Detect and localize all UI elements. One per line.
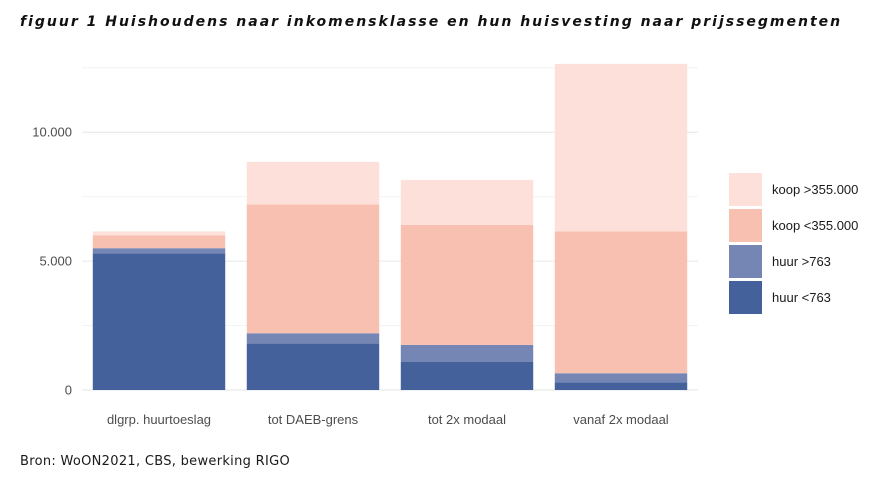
bar-segment	[554, 382, 688, 390]
bar-segment	[246, 161, 380, 205]
bar-stack	[400, 179, 534, 390]
bar-stack	[246, 161, 380, 390]
legend-label: koop >355.000	[772, 182, 858, 197]
x-category-label: dlgrp. huurtoeslag	[107, 412, 211, 427]
bar-segment	[400, 179, 534, 225]
source-note: Bron: WoON2021, CBS, bewerking RIGO	[20, 454, 290, 469]
bar-segment	[246, 204, 380, 334]
y-tick-label: 10.000	[32, 125, 72, 140]
legend: koop >355.000 koop <355.000 huur >763 huur …	[729, 173, 858, 314]
x-category-label: tot 2x modaal	[428, 412, 506, 427]
legend-item: huur >763	[729, 245, 831, 278]
x-category-label: vanaf 2x modaal	[573, 412, 669, 427]
bar-segment	[92, 248, 226, 254]
legend-item: koop >355.000	[729, 173, 858, 206]
y-tick-label: 5.000	[39, 254, 72, 269]
legend-swatch	[729, 245, 762, 278]
x-axis-category-labels: dlgrp. huurtoeslag tot DAEB-grens tot 2x m…	[107, 412, 669, 427]
legend-label: koop <355.000	[772, 218, 858, 233]
legend-swatch	[729, 209, 762, 242]
legend-swatch	[729, 173, 762, 206]
bar-segment	[92, 235, 226, 249]
legend-item: huur <763	[729, 281, 831, 314]
bar-segment	[246, 333, 380, 344]
legend-label: huur <763	[772, 290, 831, 305]
bar-segment	[92, 231, 226, 236]
y-axis-tick-labels: 0 5.000 10.000	[32, 125, 72, 398]
bar-segment	[400, 344, 534, 362]
x-category-label: tot DAEB-grens	[268, 412, 359, 427]
figure-title: figuur 1 Huishoudens naar inkomensklasse…	[20, 14, 843, 30]
legend-swatch	[729, 281, 762, 314]
bar-segment	[554, 373, 688, 383]
y-tick-label: 0	[65, 383, 72, 398]
legend-label: huur >763	[772, 254, 831, 269]
bar-segment	[554, 231, 688, 374]
bar-segment	[554, 63, 688, 232]
bar-segment	[400, 225, 534, 345]
bar-stack	[554, 63, 688, 390]
bar-segment	[92, 253, 226, 390]
bars	[92, 63, 688, 390]
bar-segment	[246, 343, 380, 390]
legend-item: koop <355.000	[729, 209, 858, 242]
bar-stack	[92, 231, 226, 390]
bar-segment	[400, 361, 534, 390]
